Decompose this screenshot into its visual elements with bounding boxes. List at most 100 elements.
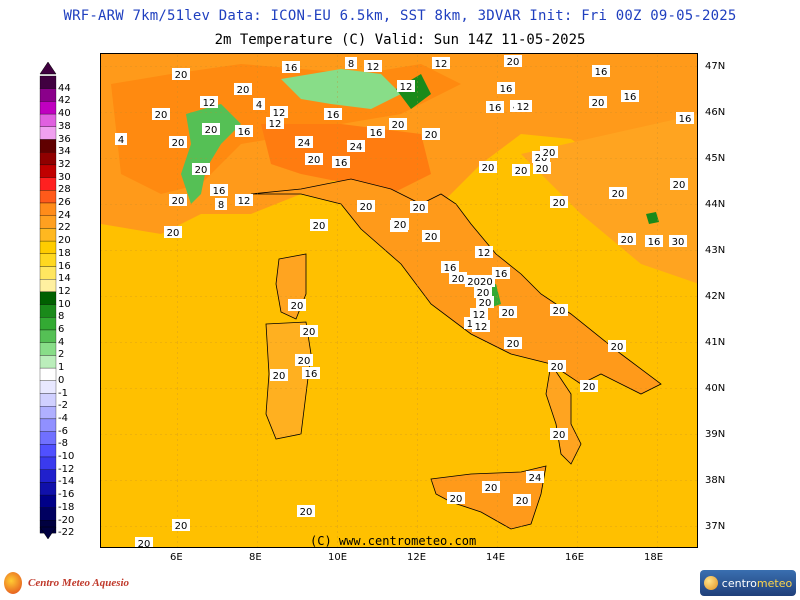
contour-label-bg: [476, 296, 494, 308]
contour-label: 20: [303, 327, 316, 338]
contour-label: 8: [348, 59, 354, 70]
legend-label: -22: [58, 527, 75, 539]
contour-label: 20: [551, 362, 564, 373]
title-line-1: WRF-ARW 7km/51lev Data: ICON-EU 6.5km, S…: [63, 8, 737, 24]
legend-swatch: [39, 393, 57, 407]
footer-right-logo[interactable]: centrometeo: [700, 570, 796, 596]
legend-swatch: [39, 342, 57, 356]
contour-label-bg: [364, 60, 382, 72]
footer-right-brand: centrometeo: [722, 577, 792, 590]
contour-label: 12: [273, 108, 286, 119]
contour-label-bg: [302, 367, 320, 379]
contour-label: 12: [203, 98, 216, 109]
contour-label: 12: [367, 62, 380, 73]
legend-swatch: [39, 304, 57, 318]
contour-label-bg: [234, 83, 252, 95]
contour-label-bg: [499, 306, 517, 318]
legend-swatch: [39, 469, 57, 483]
latitude-label: 41N: [705, 337, 726, 348]
contour-label: 20: [553, 306, 566, 317]
contour-label: 20: [167, 228, 180, 239]
contour-label-bg: [526, 471, 544, 483]
legend-label: 14: [58, 273, 71, 285]
contour-label: 20: [394, 220, 407, 231]
contour-label-bg: [479, 161, 497, 173]
contour-label-bg: [470, 308, 488, 320]
contour-label-bg: [288, 299, 306, 311]
contour-label-bg: [474, 286, 492, 298]
contour-label: 20: [450, 494, 463, 505]
contour-label-bg: [200, 96, 218, 108]
contour-label-bg: [608, 340, 626, 352]
legend-cells: [39, 75, 57, 534]
copyright-text: (C) www.centrometeo.com: [310, 534, 477, 548]
legend-label: 40: [58, 108, 71, 120]
contour-label: 20: [155, 110, 168, 121]
contour-label-bg: [152, 108, 170, 120]
contour-label-bg: [357, 200, 375, 212]
legend-label: 4: [58, 336, 65, 348]
latitude-label: 39N: [705, 429, 726, 440]
contour-label: 20: [172, 196, 185, 207]
contour-label-bg: [486, 101, 504, 113]
contour-label: 20: [515, 166, 528, 177]
legend-swatch: [39, 139, 57, 153]
contour-label: 20: [425, 130, 438, 141]
legend-label: 0: [58, 374, 65, 386]
legend-swatch: [39, 75, 57, 89]
legend-bottom-arrow: [39, 526, 57, 540]
contour-label: 12: [269, 119, 282, 130]
contour-label: 20: [553, 198, 566, 209]
contour-label-bg: [172, 68, 190, 80]
contour-label: 20: [413, 203, 426, 214]
legend-swatch: [39, 228, 57, 242]
contour-label: 20: [673, 180, 686, 191]
contour-label: 8: [218, 200, 224, 211]
contour-label-bg: [514, 100, 532, 112]
longitude-label: 10E: [328, 552, 348, 563]
contour-label-bg: [550, 304, 568, 316]
contour-label-bg: [235, 194, 253, 206]
contour-label-bg: [548, 360, 566, 372]
footer-left-logo[interactable]: Centro Meteo Aquesio: [4, 571, 129, 595]
contour-label-bg: [235, 125, 253, 137]
contour-label-bg: [540, 146, 558, 158]
contour-label-bg: [367, 126, 385, 138]
contour-label-bg: [592, 65, 610, 77]
legend-swatch: [39, 126, 57, 140]
latitude-label: 42N: [705, 291, 726, 302]
longitude-label: 14E: [486, 552, 506, 563]
contour-label-bg: [410, 201, 428, 213]
legend-label: 32: [58, 158, 71, 170]
legend-label: -6: [58, 425, 68, 437]
sun-logo-icon: [4, 572, 22, 594]
legend-label: 12: [58, 285, 71, 297]
contour-label-bg: [465, 275, 495, 287]
contour-label: 12: [517, 102, 530, 113]
legend-swatch: [39, 113, 57, 127]
contour-label-bg: [422, 230, 440, 242]
contour-label: 20: [477, 288, 490, 299]
contour-label: 12: [473, 310, 486, 321]
legend-label: -14: [58, 476, 75, 488]
contour-label-bg: [618, 233, 636, 245]
legend-label: 28: [58, 184, 71, 196]
legend-label: 10: [58, 298, 71, 310]
contour-label: 16: [213, 186, 226, 197]
legend-label: 30: [58, 171, 71, 183]
legend-label: -4: [58, 412, 68, 424]
contour-label-bg: [504, 55, 522, 67]
contour-label-bg: [670, 178, 688, 190]
contour-label: 24: [350, 142, 363, 153]
contour-label-bg: [202, 123, 220, 135]
temperature-map: 2016128124121220162020161242012164161612…: [100, 53, 698, 548]
legend-swatch: [39, 266, 57, 280]
contour-label: 20: [485, 483, 498, 494]
contour-label: 20: [298, 356, 311, 367]
contour-label: 16: [624, 92, 637, 103]
legend-svg: [39, 61, 57, 540]
contour-label-bg: [270, 106, 288, 118]
contour-label: 20: [452, 274, 465, 285]
contour-label-bg: [397, 80, 415, 92]
legend-swatch: [39, 101, 57, 115]
